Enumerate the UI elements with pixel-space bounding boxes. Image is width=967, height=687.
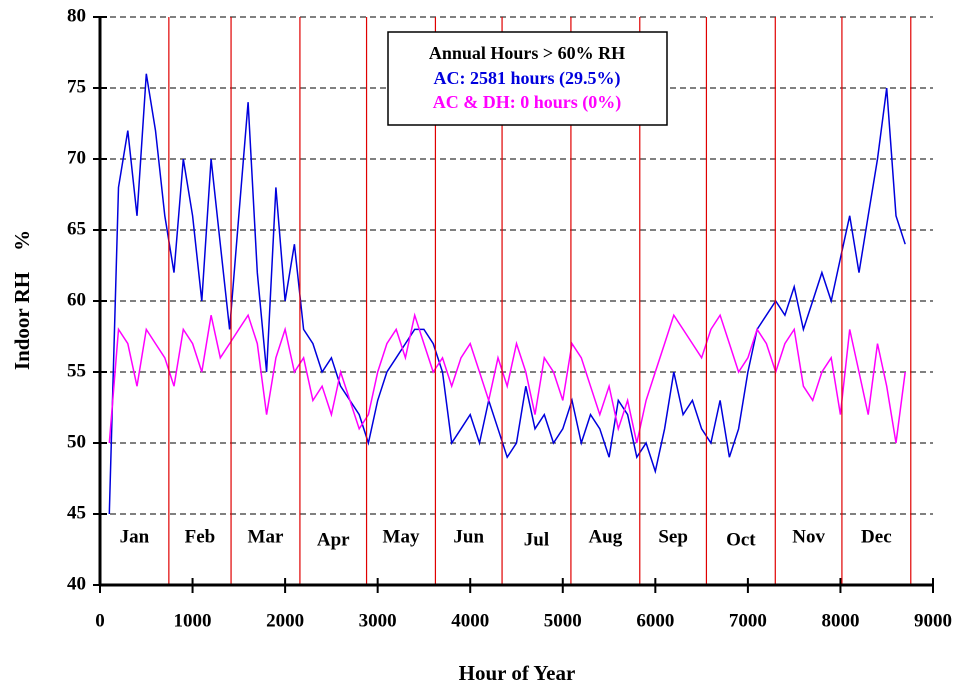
y-axis-label: Indoor RH %: [10, 230, 34, 370]
x-tick-label: 0: [95, 610, 105, 631]
month-label: Dec: [861, 526, 892, 547]
month-label: Feb: [185, 526, 216, 547]
x-tick-label: 8000: [821, 610, 859, 631]
y-tick-label: 40: [67, 573, 86, 594]
month-label: Oct: [726, 529, 756, 550]
month-label: Apr: [317, 529, 350, 550]
month-label: Jan: [120, 526, 150, 547]
y-tick-label: 50: [67, 431, 86, 452]
x-tick-label: 6000: [636, 610, 674, 631]
series-line: [108, 73, 906, 515]
x-axis-label: Hour of Year: [459, 661, 576, 685]
month-label: May: [383, 526, 420, 547]
month-label: Mar: [248, 526, 284, 547]
month-label: Jul: [524, 529, 549, 550]
legend-box: [387, 31, 668, 126]
y-tick-label: 75: [67, 76, 86, 97]
series-line: [108, 312, 906, 444]
y-tick-label: 80: [67, 5, 86, 26]
legend-entry: AC: 2581 hours (29.5%): [434, 68, 621, 89]
x-tick-label: 4000: [451, 610, 489, 631]
month-label: Jun: [453, 526, 484, 547]
x-tick-label: 1000: [174, 610, 212, 631]
x-tick-label: 3000: [359, 610, 397, 631]
x-tick-label: 9000: [914, 610, 952, 631]
x-tick-label: 2000: [266, 610, 304, 631]
y-tick-label: 55: [67, 360, 86, 381]
legend-title: Annual Hours > 60% RH: [429, 43, 625, 63]
legend-entry: AC & DH: 0 hours (0%): [433, 92, 622, 113]
legend: Annual Hours > 60% RH AC: 2581 hours (29.…: [387, 31, 668, 126]
month-label: Aug: [588, 526, 622, 547]
y-tick-label: 65: [67, 218, 86, 239]
y-tick-label: 60: [67, 289, 86, 310]
y-tick-label: 70: [67, 147, 86, 168]
x-tick-label: 5000: [544, 610, 582, 631]
x-tick-label: 7000: [729, 610, 767, 631]
y-tick-label: 45: [67, 502, 86, 523]
month-label: Nov: [792, 526, 825, 547]
month-label: Sep: [658, 526, 688, 547]
